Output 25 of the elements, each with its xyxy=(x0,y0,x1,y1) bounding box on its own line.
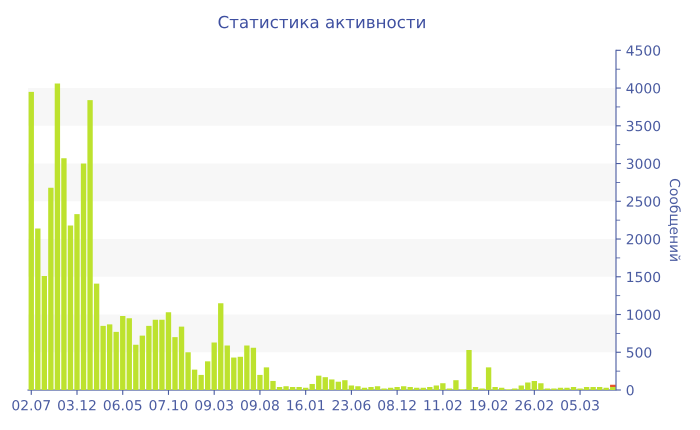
y-tick-label: 500 xyxy=(626,347,652,358)
x-tick-label: 09.08 xyxy=(240,400,279,410)
x-tick-label: 07.10 xyxy=(150,400,188,410)
y-tick-label: 3500 xyxy=(626,120,660,132)
x-tick-label: 11.02 xyxy=(424,400,462,410)
x-tick-label: 05.03 xyxy=(561,400,599,410)
x-tick-label: 02.07 xyxy=(12,400,50,410)
y-tick-label: 4500 xyxy=(626,45,660,56)
x-tick-label: 16.01 xyxy=(287,400,324,410)
y-axis-title: Сообщений xyxy=(668,178,681,261)
x-tick-label: 08.12 xyxy=(378,400,416,410)
x-tick-label: 26.02 xyxy=(515,400,553,410)
y-tick-label: 0 xyxy=(626,384,634,396)
y-tick-label: 1000 xyxy=(627,309,660,320)
y-tick-label: 3000 xyxy=(626,158,660,170)
y-tick-label: 2000 xyxy=(626,234,660,245)
x-tick-label: 09.03 xyxy=(195,400,233,410)
x-tick-label: 23.06 xyxy=(332,400,370,410)
x-tick-label: 03.12 xyxy=(58,400,96,410)
chart-title: Статистика активности xyxy=(218,16,425,28)
y-tick-label: 2500 xyxy=(626,196,660,207)
y-tick-label: 1500 xyxy=(627,272,660,282)
y-tick-label: 4000 xyxy=(626,83,660,94)
x-tick-label: 06.05 xyxy=(104,400,142,410)
x-tick-label: 19.02 xyxy=(470,400,508,410)
